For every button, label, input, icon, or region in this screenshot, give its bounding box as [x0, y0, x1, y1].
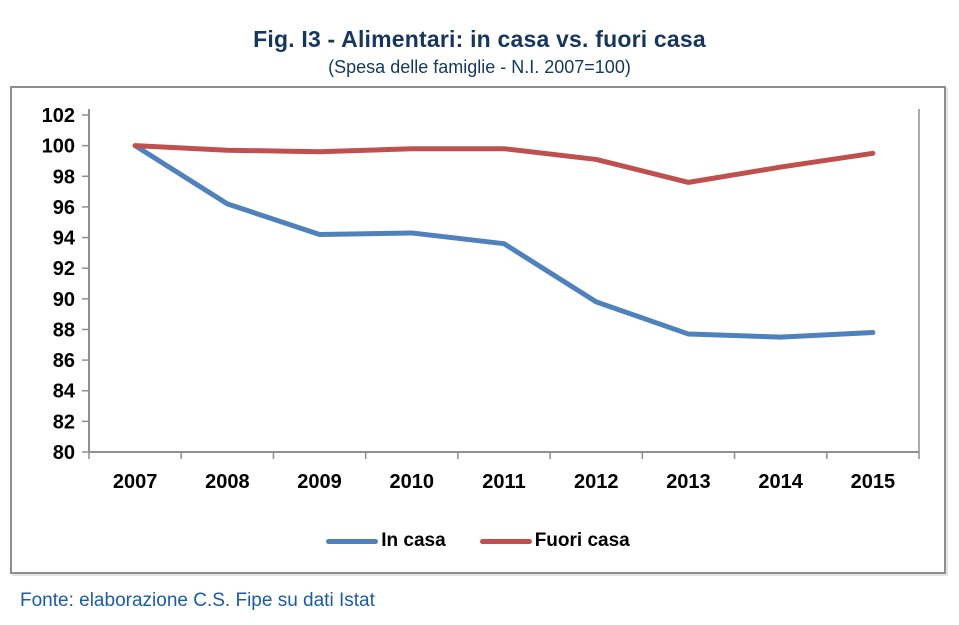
x-axis-label: 2009 [297, 471, 342, 493]
legend-label-fuori-casa: Fuori casa [534, 530, 630, 551]
y-axis-label: 94 [53, 228, 76, 250]
chart-legend: In casa Fuori casa [12, 530, 944, 552]
chart-title: Fig. I3 - Alimentari: in casa vs. fuori … [253, 26, 706, 52]
x-axis-label: 2013 [666, 471, 711, 493]
y-axis-label: 90 [53, 289, 75, 311]
legend-label-in-casa: In casa [381, 530, 446, 551]
series-line-fuori-casa [132, 143, 876, 185]
y-axis-label: 88 [53, 319, 75, 341]
in-casa-legend-line-swatch [326, 538, 379, 544]
line-chart-svg: 102 100 98 96 94 92 90 88 86 84 82 80 2007 2008 2009 20… [42, 105, 920, 493]
x-axis-label: 2007 [113, 471, 158, 493]
y-axis-label: 102 [42, 105, 75, 127]
chart-subtitle: (Spesa delle famiglie - N.I. 2007=100) [328, 57, 631, 77]
legend-item-in-casa: In casa [326, 530, 446, 552]
x-axis-label: 2015 [851, 471, 896, 493]
source-note: Fonte: elaborazione C.S. Fipe su dati Is… [20, 590, 375, 611]
y-axis-label: 96 [53, 197, 75, 219]
x-axis-label: 2012 [574, 471, 619, 493]
fuori-casa-legend-line-swatch [479, 538, 532, 544]
legend-item-fuori-casa: Fuori casa [479, 530, 630, 552]
x-axis-label: 2014 [758, 471, 803, 493]
y-axis-label: 92 [53, 258, 75, 280]
y-axis-label: 86 [53, 350, 75, 372]
x-axis-label: 2011 [482, 471, 525, 493]
chart-area: 102 100 98 96 94 92 90 88 86 84 82 80 2007 2008 2009 20… [10, 86, 946, 574]
x-axis-label: 2008 [205, 471, 250, 493]
x-axis-label: 2010 [390, 471, 435, 493]
y-axis-label: 82 [53, 411, 75, 433]
y-axis-label: 80 [53, 442, 75, 464]
y-axis-label: 98 [53, 166, 75, 188]
y-axis-label: 100 [42, 136, 75, 158]
y-axis-label: 84 [53, 381, 76, 403]
series-line-in-casa [132, 143, 876, 340]
